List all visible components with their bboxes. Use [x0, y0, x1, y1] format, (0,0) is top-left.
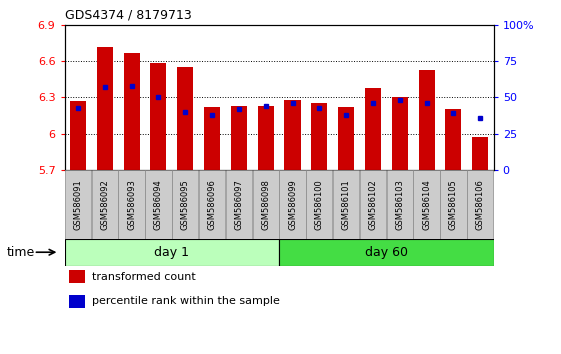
FancyBboxPatch shape	[467, 170, 494, 239]
FancyBboxPatch shape	[172, 170, 199, 239]
Text: percentile rank within the sample: percentile rank within the sample	[93, 296, 280, 307]
Text: GSM586104: GSM586104	[422, 179, 431, 230]
FancyBboxPatch shape	[387, 170, 413, 239]
Text: GDS4374 / 8179713: GDS4374 / 8179713	[65, 8, 191, 21]
FancyBboxPatch shape	[118, 170, 145, 239]
Bar	[96, 46, 113, 170]
Bar	[419, 69, 435, 170]
Text: GSM586102: GSM586102	[369, 179, 378, 230]
FancyBboxPatch shape	[252, 170, 279, 239]
Bar	[472, 137, 488, 170]
Text: GSM586099: GSM586099	[288, 179, 297, 230]
Bar	[150, 63, 167, 170]
Text: GSM586103: GSM586103	[396, 179, 404, 230]
Text: GSM586105: GSM586105	[449, 179, 458, 230]
Text: GSM586094: GSM586094	[154, 179, 163, 230]
Bar	[445, 109, 462, 170]
FancyBboxPatch shape	[65, 170, 91, 239]
Bar	[123, 53, 140, 170]
FancyBboxPatch shape	[145, 170, 172, 239]
Bar	[257, 106, 274, 170]
Bar	[284, 100, 301, 170]
FancyBboxPatch shape	[199, 170, 225, 239]
Text: GSM586093: GSM586093	[127, 179, 136, 230]
Bar	[311, 103, 328, 170]
FancyBboxPatch shape	[360, 170, 386, 239]
Bar	[69, 270, 85, 283]
FancyBboxPatch shape	[279, 239, 494, 266]
Text: GSM586101: GSM586101	[342, 179, 351, 230]
Text: GSM586095: GSM586095	[181, 179, 190, 230]
Text: GSM586092: GSM586092	[100, 179, 109, 230]
Bar	[231, 106, 247, 170]
FancyBboxPatch shape	[279, 170, 306, 239]
Bar	[338, 107, 354, 170]
Text: day 1: day 1	[154, 246, 189, 259]
FancyBboxPatch shape	[65, 239, 279, 266]
FancyBboxPatch shape	[333, 170, 359, 239]
Bar	[70, 101, 86, 170]
Text: transformed count: transformed count	[93, 272, 196, 281]
FancyBboxPatch shape	[413, 170, 440, 239]
Text: GSM586096: GSM586096	[208, 179, 217, 230]
FancyBboxPatch shape	[440, 170, 467, 239]
FancyBboxPatch shape	[226, 170, 252, 239]
Text: GSM586091: GSM586091	[73, 179, 82, 230]
Text: day 60: day 60	[365, 246, 408, 259]
Bar	[177, 67, 193, 170]
Text: GSM586100: GSM586100	[315, 179, 324, 230]
FancyBboxPatch shape	[306, 170, 333, 239]
Bar	[365, 88, 381, 170]
Bar	[204, 107, 220, 170]
Text: GSM586106: GSM586106	[476, 179, 485, 230]
FancyBboxPatch shape	[91, 170, 118, 239]
Bar	[69, 295, 85, 308]
Text: GSM586097: GSM586097	[234, 179, 243, 230]
Text: GSM586098: GSM586098	[261, 179, 270, 230]
Bar	[392, 97, 408, 170]
Text: time: time	[7, 246, 35, 259]
